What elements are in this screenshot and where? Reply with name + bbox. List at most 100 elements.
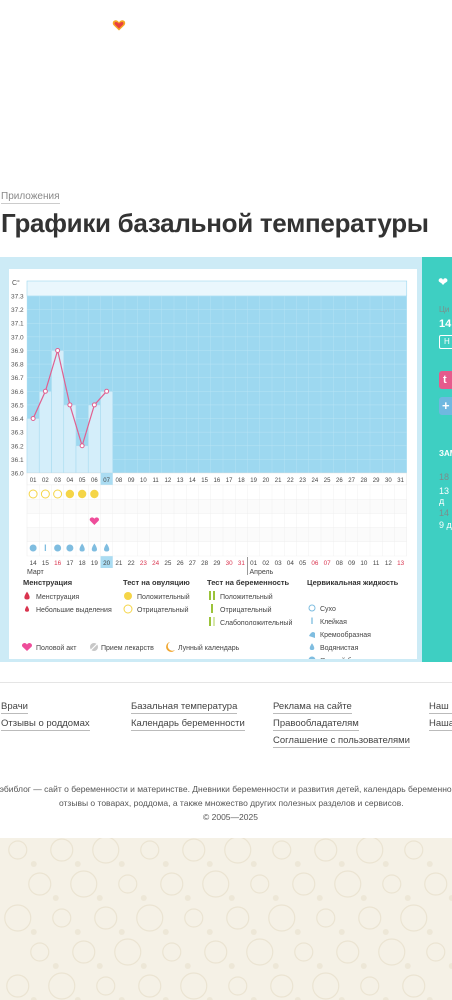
- pattern-dot: [30, 861, 37, 867]
- breadcrumb[interactable]: Приложения: [1, 191, 60, 204]
- cervical-watery-icon: [309, 643, 315, 651]
- moon-icon: [166, 642, 175, 652]
- pattern-dot: [250, 861, 257, 867]
- chart-section: С° 37.3 37.2 37.1 37.0 36.9 36.8 36.7 36.6 36.5 36…: [0, 257, 422, 665]
- pattern-dot: [360, 895, 367, 901]
- decorative-pattern: [4, 838, 452, 1000]
- intercourse-heart: [89, 517, 100, 525]
- pattern-shape: [28, 872, 52, 896]
- footer-link-col4-1[interactable]: Наш к: [429, 701, 452, 714]
- pattern-dot: [338, 997, 345, 1000]
- right-panel: ❤ Ци 14 Н t + ЗАМ 18 13 д 14 9 д: [422, 257, 452, 662]
- ovulation-positive-mark: [65, 489, 75, 499]
- pattern-dot: [426, 997, 433, 1000]
- pattern-shape: [270, 974, 294, 998]
- pattern-dot: [206, 929, 213, 935]
- x-day-label: 25: [324, 478, 331, 484]
- pregnancy-faint-icon: [209, 617, 211, 626]
- month-label: Март: [27, 569, 45, 576]
- highlight-date: [100, 556, 113, 568]
- footer-link-maternity-reviews[interactable]: Отзывы о роддомах: [1, 718, 90, 731]
- x-day-label: 03: [54, 478, 61, 484]
- x-day-label: 11: [153, 478, 160, 484]
- pattern-dot: [448, 895, 452, 901]
- pattern-dot: [294, 997, 301, 1000]
- cycle-date-label: 13: [397, 560, 405, 567]
- note-date: 18: [439, 472, 450, 482]
- pattern-shape: [160, 872, 184, 896]
- ovulation-negative-mark: [28, 489, 38, 499]
- pattern-dot: [272, 963, 279, 969]
- pattern-dot: [52, 963, 59, 969]
- cycle-date-label: 04: [287, 560, 295, 567]
- pattern-dot: [96, 963, 103, 969]
- pattern-shape: [312, 972, 340, 1000]
- footer-link-col4-2[interactable]: Наша: [429, 718, 452, 731]
- y-tick-label: 37.2: [11, 307, 24, 314]
- note-value: 9 д: [439, 520, 452, 530]
- heart-icon[interactable]: ❤: [438, 275, 449, 289]
- pattern-shape: [48, 972, 76, 1000]
- tumblr-icon[interactable]: t: [439, 371, 452, 389]
- temperature-bar: [87, 404, 101, 474]
- footer-link-pregnancy-calendar[interactable]: Календарь беременности: [131, 718, 245, 731]
- cycle-date-label: 27: [189, 560, 197, 567]
- x-day-label: 18: [238, 478, 245, 484]
- pattern-dot: [360, 963, 367, 969]
- cervical-watery-mark: [91, 543, 97, 552]
- footer-link-copyright[interactable]: Правообладателям: [273, 718, 359, 731]
- pattern-dot: [426, 929, 433, 935]
- legend-item: Отрицательный: [137, 606, 189, 614]
- cervical-creamy-icon: [309, 632, 315, 638]
- footer-link-advertising[interactable]: Реклама на сайте: [273, 701, 352, 714]
- x-day-label: 04: [67, 478, 74, 484]
- x-day-label: 19: [250, 478, 257, 484]
- temperature-bar: [63, 404, 77, 474]
- heart-logo-icon[interactable]: [112, 18, 126, 32]
- x-day-label: 06: [91, 478, 98, 484]
- pregnancy-faint-icon: [213, 617, 215, 626]
- pattern-dot: [448, 963, 452, 969]
- pattern-shape: [6, 974, 30, 998]
- cycle-date-label: 16: [54, 560, 62, 567]
- footer-link-doctors[interactable]: Врачи: [1, 701, 28, 714]
- cycle-date-label: 17: [66, 560, 74, 567]
- pattern-shape: [272, 840, 292, 860]
- decorative-background: [0, 838, 452, 1000]
- panel-button[interactable]: Н: [439, 335, 452, 349]
- pattern-dot: [74, 997, 81, 1000]
- pattern-shape: [184, 908, 204, 928]
- y-tick-label: 36.5: [11, 402, 24, 409]
- y-tick-label: 36.2: [11, 443, 24, 450]
- pattern-shape: [114, 938, 142, 966]
- y-tick-label: 36.1: [11, 457, 24, 464]
- footer-link-user-agreement[interactable]: Соглашение с пользователями: [273, 735, 410, 748]
- cycle-date-label: 02: [262, 560, 270, 567]
- x-day-label: 14: [189, 478, 196, 484]
- pattern-dot: [294, 929, 301, 935]
- pattern-dot: [228, 963, 235, 969]
- x-day-label: 23: [299, 478, 306, 484]
- x-day-label: 20: [263, 478, 270, 484]
- pattern-shape: [316, 908, 336, 928]
- pattern-dot: [206, 861, 213, 867]
- marker-row: [26, 513, 407, 528]
- pattern-shape: [358, 906, 382, 930]
- cycle-date-label: 28: [201, 560, 209, 567]
- footer-link-basal-temp[interactable]: Базальная температура: [131, 701, 238, 714]
- legend-item: Сухо: [320, 606, 336, 613]
- pregnancy-negative-icon: [211, 604, 213, 613]
- ovulation-positive-mark: [90, 489, 99, 499]
- pattern-dot: [30, 929, 37, 935]
- ovulation-positive-icon: [124, 592, 132, 600]
- pattern-dot: [272, 895, 279, 901]
- cycle-date-label: 29: [213, 560, 221, 567]
- legend-item: Кремообразная: [320, 631, 371, 639]
- ovulation-positive-mark: [77, 489, 87, 499]
- x-day-label: 24: [312, 478, 319, 484]
- legend-title: Тест на овуляцию: [123, 578, 190, 587]
- cycle-date-label: 22: [128, 560, 136, 567]
- pattern-shape: [292, 872, 316, 896]
- temperature-bar: [26, 418, 40, 474]
- share-plus-icon[interactable]: +: [439, 397, 452, 415]
